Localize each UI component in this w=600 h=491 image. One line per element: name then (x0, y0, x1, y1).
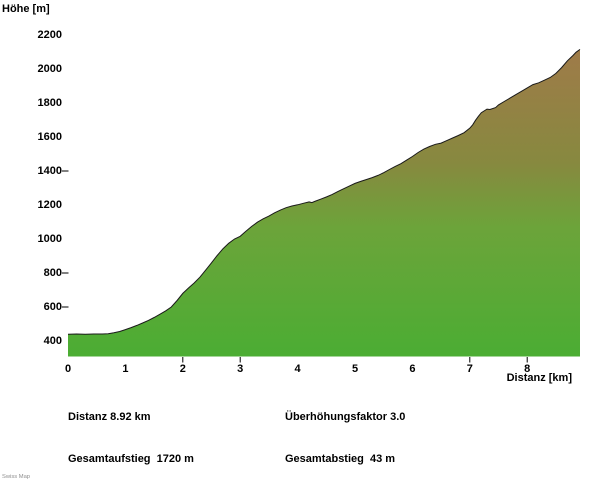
y-axis-tick-label: 400 (43, 335, 62, 347)
x-axis-tick-label: 6 (409, 363, 416, 375)
stats-right-column: Überhöhungsfaktor 3.0 Gesamtabstieg 43 m… (285, 385, 440, 491)
y-axis-tick-label: 2000 (37, 63, 62, 75)
y-axis-tick-label: 1400 (37, 165, 62, 177)
stat-exaggeration-factor: Überhöhungsfaktor 3.0 (285, 411, 406, 423)
elevation-area-fill (68, 49, 580, 357)
stat-total-ascent: Gesamtaufstieg 1720 m (68, 452, 194, 465)
y-axis-tick-label: 1800 (37, 97, 62, 109)
y-axis-tick-label: 1600 (37, 131, 62, 143)
x-axis-tick-label: 1 (122, 363, 129, 375)
x-axis-tick-label: 3 (237, 363, 244, 375)
stats-left-column: Distanz 8.92 km Gesamtaufstieg 1720 m Ma… (68, 385, 204, 491)
y-axis-tick-label: 1000 (37, 233, 62, 245)
y-axis-title: Höhe [m] (2, 3, 50, 15)
x-axis-tick-label: 8 (524, 363, 531, 375)
stat-distance: Distanz 8.92 km (68, 411, 151, 423)
x-axis-tick-label: 2 (179, 363, 186, 375)
elevation-outline (67, 48, 581, 335)
copyright-line-1: Swiss Map (2, 473, 31, 480)
copyright-notice: Swiss Map © 2005, Bundesamt für Landesto… (2, 461, 183, 491)
x-axis-tick-label: 5 (351, 363, 359, 375)
y-axis-tick-label: 800 (43, 267, 62, 279)
y-axis-tick-label: 2200 (37, 29, 62, 41)
y-axis-tick-label: 1200 (37, 199, 62, 211)
y-axis-tick-label: 600 (43, 301, 62, 313)
x-axis-tick-label: 0 (64, 363, 72, 375)
x-axis-tick-label: 4 (294, 363, 301, 375)
x-axis-title: Distanz [km] (506, 372, 572, 384)
stat-total-descent: Gesamtabstieg 43 m (285, 452, 396, 465)
x-axis-tick-label: 7 (466, 363, 473, 375)
